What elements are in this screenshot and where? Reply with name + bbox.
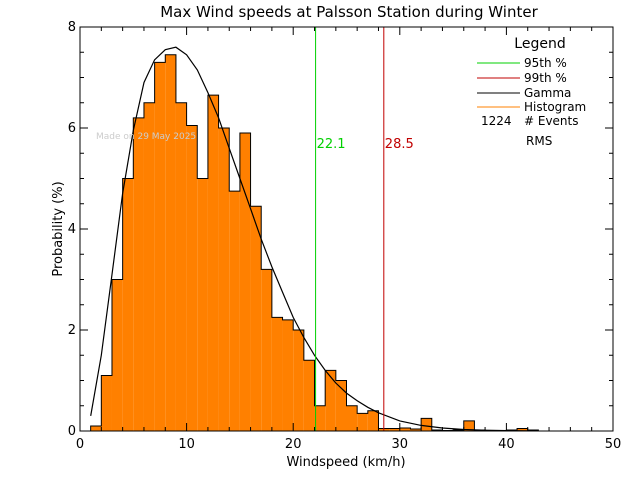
histogram-bar: [346, 405, 358, 431]
histogram-bar: [101, 375, 112, 431]
y-tick-label: 6: [68, 121, 76, 136]
histogram-bar: [122, 178, 134, 431]
x-tick-label: 10: [178, 437, 195, 452]
histogram-bar: [261, 269, 272, 431]
legend-label-95th: 95th %: [524, 56, 567, 70]
histogram-bar: [325, 370, 336, 431]
histogram-bar: [453, 429, 464, 431]
legend-label-gamma: Gamma: [524, 86, 571, 100]
legend-title: Legend: [514, 36, 565, 52]
x-tick-label: 20: [285, 437, 302, 452]
legend-label-99th: 99th %: [524, 71, 567, 85]
legend-label-histogram: Histogram: [524, 100, 586, 114]
ref-line-99-label: 28.5: [385, 137, 414, 152]
histogram-bar: [399, 427, 411, 431]
histogram-bar: [197, 178, 208, 431]
histogram-bar: [239, 133, 251, 432]
ref-line-95-label: 22.1: [317, 137, 346, 152]
gamma-curve: [90, 46, 528, 432]
histogram-bar: [293, 330, 304, 431]
histogram-bar: [154, 62, 166, 431]
histogram-bar: [165, 54, 176, 432]
histogram-bar: [335, 380, 347, 431]
x-tick-label: 40: [498, 437, 515, 452]
x-tick-label: 30: [392, 437, 409, 452]
histogram-bar: [282, 319, 294, 431]
y-tick-label: 2: [68, 323, 76, 338]
histogram-bar: [175, 102, 187, 431]
histogram-bar: [229, 191, 240, 431]
histogram-bar: [90, 425, 102, 431]
legend-events-count: 1224: [481, 114, 512, 128]
histogram-bar: [186, 125, 198, 431]
histogram-bar: [218, 128, 230, 431]
axis-ticks: 0 10 20 30 40 50 0 2 4 6 8: [68, 20, 622, 452]
chart-title: Max Wind speeds at Palsson Station durin…: [160, 3, 538, 21]
histogram-bars: [90, 54, 539, 432]
histogram-bar: [389, 428, 400, 431]
histogram-bar: [143, 102, 155, 431]
histogram-bar: [303, 360, 315, 431]
y-tick-label: 0: [68, 424, 76, 439]
histogram-bar: [410, 428, 422, 431]
watermark: Made on 29 May 2025: [96, 132, 196, 142]
histogram-bar: [207, 95, 219, 432]
histogram-bar: [517, 428, 528, 431]
plot-area: [80, 27, 613, 432]
histogram-bar: [111, 279, 123, 431]
histogram-bar: [431, 429, 443, 431]
x-tick-label: 0: [76, 437, 84, 452]
histogram-bar: [527, 429, 539, 431]
legend: Legend 95th % 99th % Gamma Histogram 122…: [477, 36, 586, 148]
x-tick-label: 50: [605, 437, 622, 452]
legend-rms-label: RMS: [526, 134, 552, 148]
histogram-bar: [463, 420, 475, 431]
histogram-bar: [133, 117, 144, 432]
histogram-bar: [357, 413, 368, 431]
histogram-bar: [367, 410, 379, 431]
y-tick-label: 8: [68, 20, 76, 35]
histogram-bar: [314, 405, 326, 431]
histogram-bar: [271, 317, 283, 431]
y-tick-label: 4: [68, 222, 76, 237]
histogram-bar: [250, 206, 262, 431]
x-axis-label: Windspeed (km/h): [286, 455, 405, 470]
histogram-bar: [421, 418, 432, 431]
legend-events-label: # Events: [524, 114, 579, 128]
y-axis-label: Probability (%): [51, 181, 66, 276]
